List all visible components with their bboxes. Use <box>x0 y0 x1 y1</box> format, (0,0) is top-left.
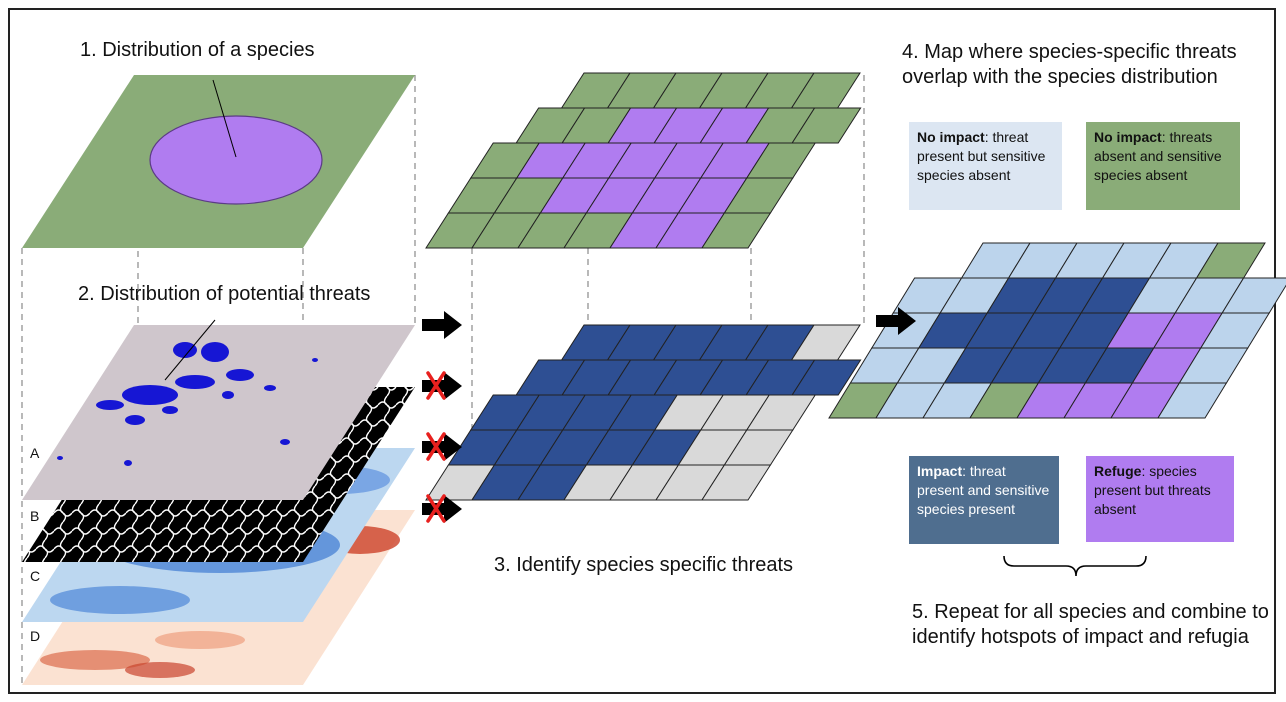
cross-icons <box>426 371 446 523</box>
step4-caption: 4. Map where species-specific threats ov… <box>902 41 1237 88</box>
arrow-icon <box>422 495 462 523</box>
layer-label-c: C <box>30 568 41 584</box>
layer-label-d: D <box>30 628 41 644</box>
figure-frame <box>8 8 1276 694</box>
threat-grid <box>425 324 862 501</box>
layer-a-threatmap <box>22 319 415 500</box>
step3-caption: 3. Identify species specific threats <box>494 554 794 576</box>
legend-impact: Impact: threat present and sensitive spe… <box>909 456 1059 544</box>
layer-label-a: A <box>30 445 40 461</box>
grid-cell <box>791 107 862 144</box>
legend-refuge: Refuge: species present but threats abse… <box>1086 456 1234 542</box>
cross-icon <box>426 371 446 400</box>
step2-caption: 2. Distribution of potential threats <box>78 283 371 305</box>
brace <box>1003 555 1147 577</box>
arrow-icon <box>422 372 462 400</box>
arrow-icon <box>422 311 462 339</box>
overlap-grid <box>828 242 1286 419</box>
species-grid <box>425 72 862 249</box>
species-distribution-plane <box>22 75 415 248</box>
legend-no-impact-absent: No impact: threats absent and sensitive … <box>1086 122 1240 210</box>
arrows <box>422 307 916 523</box>
grid-cell <box>1157 382 1228 419</box>
legend-no-impact-threat: No impact: threat present but sensitive … <box>909 122 1062 210</box>
step1-caption: 1. Distribution of a species <box>80 39 315 61</box>
grid-cell <box>701 212 772 249</box>
layer-label-b: B <box>30 508 40 524</box>
grid-cell <box>701 464 772 501</box>
arrow-icon <box>876 307 916 335</box>
step5-caption: 5. Repeat for all species and combine to… <box>912 601 1269 648</box>
cross-icon <box>426 432 446 461</box>
cross-icon <box>426 494 446 523</box>
arrow-icon <box>422 433 462 461</box>
grid-cell <box>791 359 862 396</box>
